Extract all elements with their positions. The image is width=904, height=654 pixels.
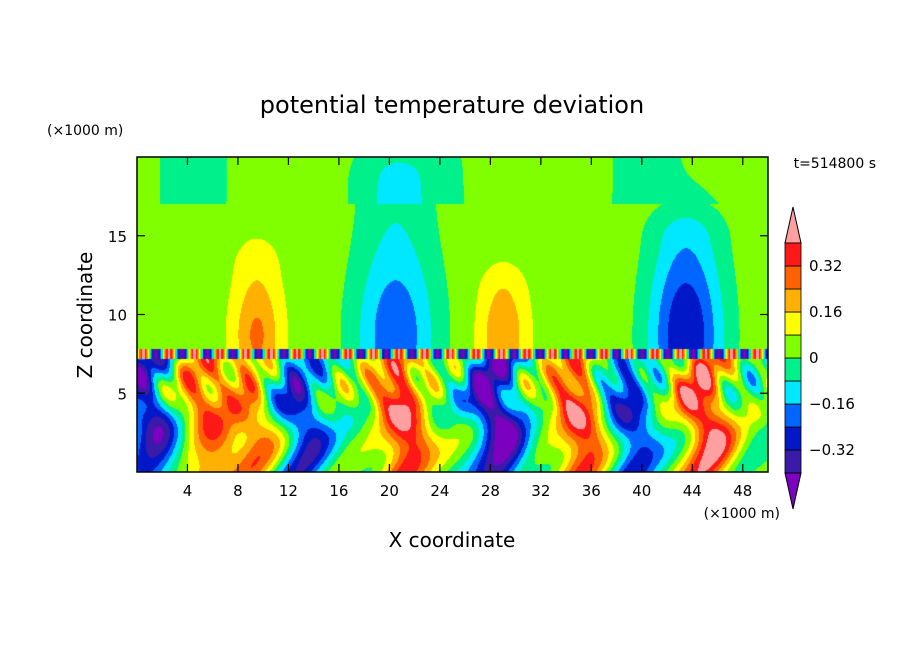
x-tick-label: 4	[183, 482, 193, 500]
colorbar-swatch	[784, 288, 802, 313]
x-tick-label: 36	[582, 482, 601, 500]
x-tick-label: 12	[279, 482, 298, 500]
colorbar-swatch	[784, 449, 802, 474]
colorbar-label: −0.16	[809, 395, 855, 413]
colorbar-label: 0.32	[809, 257, 842, 275]
chart-title: potential temperature deviation	[260, 91, 644, 119]
time-label: t=514800 s	[794, 156, 876, 172]
y-tick-label: 10	[108, 307, 127, 325]
colorbar-swatch	[784, 426, 802, 451]
x-tick-label: 8	[233, 482, 243, 500]
colorbar-swatch	[784, 334, 802, 359]
colorbar-swatch	[784, 357, 802, 382]
colorbar-label: 0	[809, 349, 819, 367]
field-area	[137, 157, 768, 472]
x-tick-label: 32	[531, 482, 550, 500]
x-tick-label: 44	[683, 482, 702, 500]
x-unit-label: (×1000 m)	[704, 506, 780, 522]
colorbar: 0.32 0.16 0 −0.16 −0.32	[784, 206, 855, 510]
x-tick-label: 28	[481, 482, 500, 500]
y-unit-label: (×1000 m)	[47, 123, 123, 139]
colorbar-swatch	[784, 265, 802, 290]
x-tick-label: 20	[380, 482, 399, 500]
y-tick-label: 15	[108, 228, 127, 246]
y-tick-label: 5	[117, 385, 127, 403]
colorbar-swatch	[784, 403, 802, 428]
x-tick-label: 40	[632, 482, 651, 500]
y-axis-label: Z coordinate	[73, 252, 97, 379]
colorbar-label: 0.16	[809, 303, 842, 321]
colorbar-swatch	[784, 380, 802, 405]
x-ticks: 4 8 12 16 20 24 28 32 36 40 44 48	[183, 157, 752, 500]
x-tick-label: 16	[329, 482, 348, 500]
x-tick-label: 24	[430, 482, 449, 500]
contour-field	[137, 157, 768, 472]
colorbar-max-triangle	[784, 206, 802, 244]
colorbar-label: −0.32	[809, 441, 855, 459]
x-tick-label: 48	[733, 482, 752, 500]
colorbar-min-triangle	[784, 472, 802, 510]
y-ticks: 5 10 15	[108, 228, 768, 403]
colorbar-swatch	[784, 242, 802, 267]
colorbar-swatch	[784, 311, 802, 336]
x-axis-label: X coordinate	[389, 528, 516, 552]
